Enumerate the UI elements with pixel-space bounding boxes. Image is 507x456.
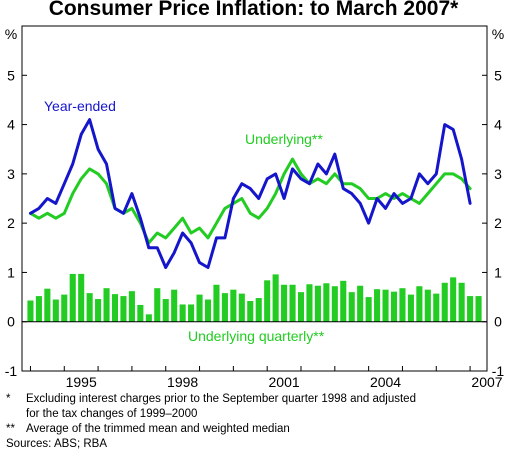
- footnote-1-text: Excluding interest charges prior to the …: [26, 393, 416, 405]
- axes-layer: -1 -1 0 0 1 1 2 2 3 3 4 4 5 5 1995 1998 2001 2004 2007: [5, 67, 505, 390]
- y-tick-label-right: -1: [492, 363, 505, 379]
- bar: [204, 299, 212, 322]
- bar: [95, 299, 102, 322]
- y-tick-label-left: 3: [7, 166, 15, 182]
- bar: [154, 288, 161, 322]
- footnote-2-mark: **: [6, 423, 15, 435]
- bar: [314, 285, 321, 322]
- bar: [128, 291, 135, 322]
- x-tick-label: 1995: [66, 374, 97, 390]
- y-unit-right: %: [492, 26, 504, 42]
- bar: [188, 304, 195, 322]
- footnote-1-continued: for the tax changes of 1999–2000: [26, 408, 198, 420]
- bar: [27, 300, 34, 322]
- bar: [179, 304, 186, 322]
- series-line-year-ended: [29, 118, 472, 269]
- bar: [416, 286, 423, 322]
- footnote-1: * Excluding interest charges prior to th…: [6, 392, 416, 407]
- bar: [61, 294, 68, 322]
- bar: [247, 301, 254, 322]
- y-tick-label-left: 2: [7, 215, 15, 231]
- bar: [264, 280, 271, 322]
- bar: [171, 289, 178, 322]
- bar: [196, 294, 203, 322]
- bar: [86, 293, 93, 322]
- bar: [348, 292, 355, 322]
- bar: [450, 277, 457, 322]
- bar: [433, 293, 440, 322]
- x-tick-label: 2007: [471, 374, 502, 390]
- bar: [306, 284, 313, 322]
- bar: [340, 280, 347, 322]
- y-tick-label-right: 5: [494, 67, 502, 83]
- bar: [365, 297, 372, 322]
- y-tick-label-right: 4: [494, 117, 502, 133]
- y-tick-label-left: -1: [5, 363, 18, 379]
- bar: [120, 296, 127, 322]
- bar: [272, 274, 279, 322]
- footnote-2-text: Average of the trimmed mean and weighted…: [26, 423, 290, 435]
- y-tick-label-right: 3: [494, 166, 502, 182]
- y-tick-label-right: 0: [494, 314, 502, 330]
- bar: [78, 273, 85, 322]
- footnote-1-mark: *: [6, 393, 11, 405]
- chart-title: Consumer Price Inflation: to March 2007*: [48, 0, 459, 20]
- label-underlying-quarterly: Underlying quarterly**: [188, 328, 325, 344]
- plot-frame: [21, 25, 488, 372]
- bar: [390, 291, 398, 322]
- label-year-ended: Year-ended: [44, 98, 116, 114]
- footnote-2: ** Average of the trimmed mean and weigh…: [6, 422, 416, 437]
- x-tick-label: 1998: [167, 374, 198, 390]
- bar: [424, 289, 431, 322]
- bar: [357, 285, 364, 322]
- x-tick-label: 2001: [269, 374, 300, 390]
- bar: [331, 286, 338, 322]
- bar: [441, 282, 448, 322]
- footnotes: * Excluding interest charges prior to th…: [6, 392, 416, 452]
- bar: [238, 293, 245, 322]
- bars-layer: [27, 273, 482, 322]
- bar: [221, 293, 228, 322]
- bar: [407, 294, 414, 322]
- y-tick-label-left: 0: [7, 314, 15, 330]
- bar: [374, 289, 381, 322]
- sources-note: Sources: ABS; RBA: [6, 438, 107, 450]
- y-unit-left: %: [5, 26, 17, 42]
- bar: [467, 296, 474, 322]
- lines-layer: [29, 118, 472, 269]
- bar: [230, 289, 237, 322]
- bar: [145, 314, 152, 322]
- bar: [162, 299, 169, 322]
- bar: [44, 288, 51, 322]
- bar: [323, 283, 330, 322]
- y-tick-label-left: 5: [7, 67, 15, 83]
- y-tick-label-left: 1: [7, 264, 15, 280]
- bar: [69, 273, 76, 322]
- bar: [297, 292, 305, 322]
- x-tick-label: 2004: [370, 374, 401, 390]
- bar: [458, 282, 465, 322]
- bar: [399, 288, 406, 322]
- label-underlying: Underlying**: [245, 131, 323, 147]
- bar: [35, 296, 42, 322]
- y-tick-label-left: 4: [7, 117, 15, 133]
- bar: [52, 299, 59, 322]
- bar: [255, 298, 262, 322]
- bar: [382, 289, 389, 322]
- bar: [137, 304, 144, 322]
- bar: [475, 296, 482, 322]
- y-tick-label-right: 1: [494, 264, 502, 280]
- bar: [213, 284, 220, 322]
- bar: [289, 284, 296, 322]
- bar: [281, 284, 288, 322]
- bar: [103, 288, 110, 322]
- bar: [111, 294, 119, 322]
- y-tick-label-right: 2: [494, 215, 502, 231]
